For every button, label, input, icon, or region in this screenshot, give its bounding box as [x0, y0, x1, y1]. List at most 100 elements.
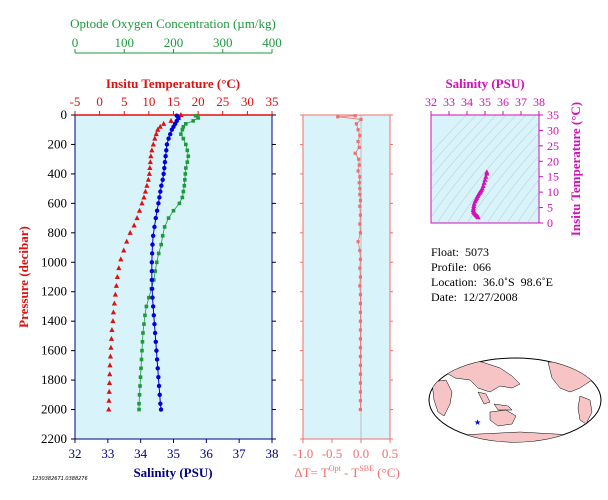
pressure-axis-ticks: 0 200 400 600 800 1000 1200 1400 1600 1800 2000 220… — [41, 107, 276, 446]
salinity-point — [149, 277, 155, 283]
temperature-point — [107, 353, 114, 359]
salinity-point — [160, 177, 165, 182]
pressure-axis-title: Pressure (decibar) — [16, 226, 31, 328]
oxygen-axis-ticks: 0 100 200 300 400 — [72, 35, 282, 53]
ts-salinity-tick-label: 37 — [515, 95, 527, 109]
pressure-tick-label: 0 — [61, 107, 68, 122]
delta-t-tick-label: -0.5 — [322, 446, 343, 461]
temperature-point — [161, 120, 167, 126]
density-contour — [497, 166, 539, 223]
temperature-point — [144, 182, 150, 188]
ts-series — [470, 169, 490, 220]
temperature-point — [145, 176, 151, 182]
density-contour — [507, 179, 539, 223]
delta-t-tick-label: -1.0 — [293, 446, 314, 461]
temperature-tick-label: 35 — [266, 94, 279, 109]
indonesia — [493, 403, 513, 411]
salinity-point — [158, 401, 163, 406]
oxygen-tick-label: 400 — [262, 35, 282, 50]
salinity-point — [154, 208, 160, 213]
salinity-point — [159, 183, 164, 188]
oxygen-point — [179, 132, 183, 136]
oxygen-point — [184, 166, 188, 170]
oxygen-point — [141, 331, 145, 335]
salinity-point — [150, 304, 156, 309]
salinity-point — [157, 392, 162, 398]
delta-t-axis-ticks: -1.0 -0.5 0.0 0.5 — [293, 114, 398, 461]
temperature-point — [110, 309, 117, 315]
delta-t-point — [358, 354, 363, 359]
salinity-point — [156, 201, 161, 206]
delta-t-point — [358, 407, 363, 412]
salinity-point — [154, 348, 159, 353]
oxygen-point — [153, 269, 158, 273]
oxygen-point — [183, 178, 187, 182]
temperature-point — [124, 238, 130, 244]
ts-point — [483, 173, 489, 179]
oxygen-point — [191, 119, 195, 123]
density-contour — [431, 115, 507, 204]
delta-t-point — [358, 275, 363, 279]
oxygen-point — [159, 242, 163, 247]
oxygen-point — [177, 201, 182, 206]
delta-t-point — [358, 231, 363, 235]
delta-t-point — [358, 248, 362, 253]
ts-point — [484, 170, 490, 176]
salinity-tick-label: 36 — [200, 446, 214, 461]
oxygen-point — [147, 295, 151, 300]
temperature-point — [147, 159, 153, 165]
density-contour — [457, 122, 539, 223]
profile-row: Profile: 066 — [431, 260, 553, 275]
temperature-point — [106, 380, 113, 386]
africa — [431, 379, 453, 417]
oxygen-point — [181, 136, 186, 141]
salinity-point — [162, 165, 167, 171]
ts-salinity-tick-label: 36 — [497, 95, 509, 109]
oxygen-point — [184, 122, 188, 126]
delta-t-point — [358, 213, 363, 217]
salinity-point — [156, 383, 162, 389]
temperature-point — [118, 256, 124, 262]
delta-t-point — [353, 114, 357, 118]
temperature-tick-label: 10 — [142, 94, 155, 109]
salinity-axis-ticks: 32 33 34 35 36 37 38 — [69, 439, 279, 461]
temperature-point — [110, 318, 116, 324]
oxygen-tick-label: 200 — [164, 35, 184, 50]
oxygen-point — [139, 357, 144, 362]
salinity-point — [150, 295, 155, 300]
salinity-point — [151, 313, 156, 318]
oxygen-series — [137, 113, 200, 412]
delta-t-point — [358, 301, 363, 306]
ts-temperature-tick-label: 15 — [547, 170, 559, 184]
temperature-axis-ticks: -5 0 5 10 15 20 25 30 35 — [70, 94, 279, 116]
temperature-axis-title: Insitu Temperature (°C) — [106, 76, 240, 91]
salinity-point — [162, 159, 168, 165]
oxygen-point — [184, 142, 188, 147]
ts-temperature-tick-label: 0 — [547, 216, 553, 230]
temperature-point — [114, 274, 120, 279]
temperature-point — [131, 222, 137, 228]
temperature-point — [153, 131, 159, 137]
salinity-point — [166, 136, 171, 141]
delta-t-point — [358, 187, 362, 191]
float-row: Float: 5073 — [431, 245, 553, 260]
pressure-tick-label: 1200 — [41, 284, 67, 299]
temperature-tick-label: 0 — [96, 94, 103, 109]
delta-t-point — [358, 134, 362, 138]
delta-t-point — [358, 222, 362, 226]
salinity-point — [149, 268, 155, 274]
pressure-tick-label: 1600 — [41, 343, 67, 358]
oxygen-point — [193, 113, 198, 118]
temperature-series — [106, 112, 184, 412]
oxygen-point — [138, 375, 143, 379]
salinity-point — [164, 142, 170, 147]
temperature-point — [168, 117, 174, 123]
delta-t-point — [356, 139, 360, 144]
ts-salinity-axis-title: Salinity (PSU) — [445, 76, 524, 91]
salinity-point — [149, 260, 155, 265]
temperature-point — [141, 194, 147, 200]
delta-t-point — [357, 145, 361, 149]
oxygen-point — [196, 116, 200, 120]
ts-temperature-axis-title: Insitu Temperature (°C) — [568, 102, 583, 236]
